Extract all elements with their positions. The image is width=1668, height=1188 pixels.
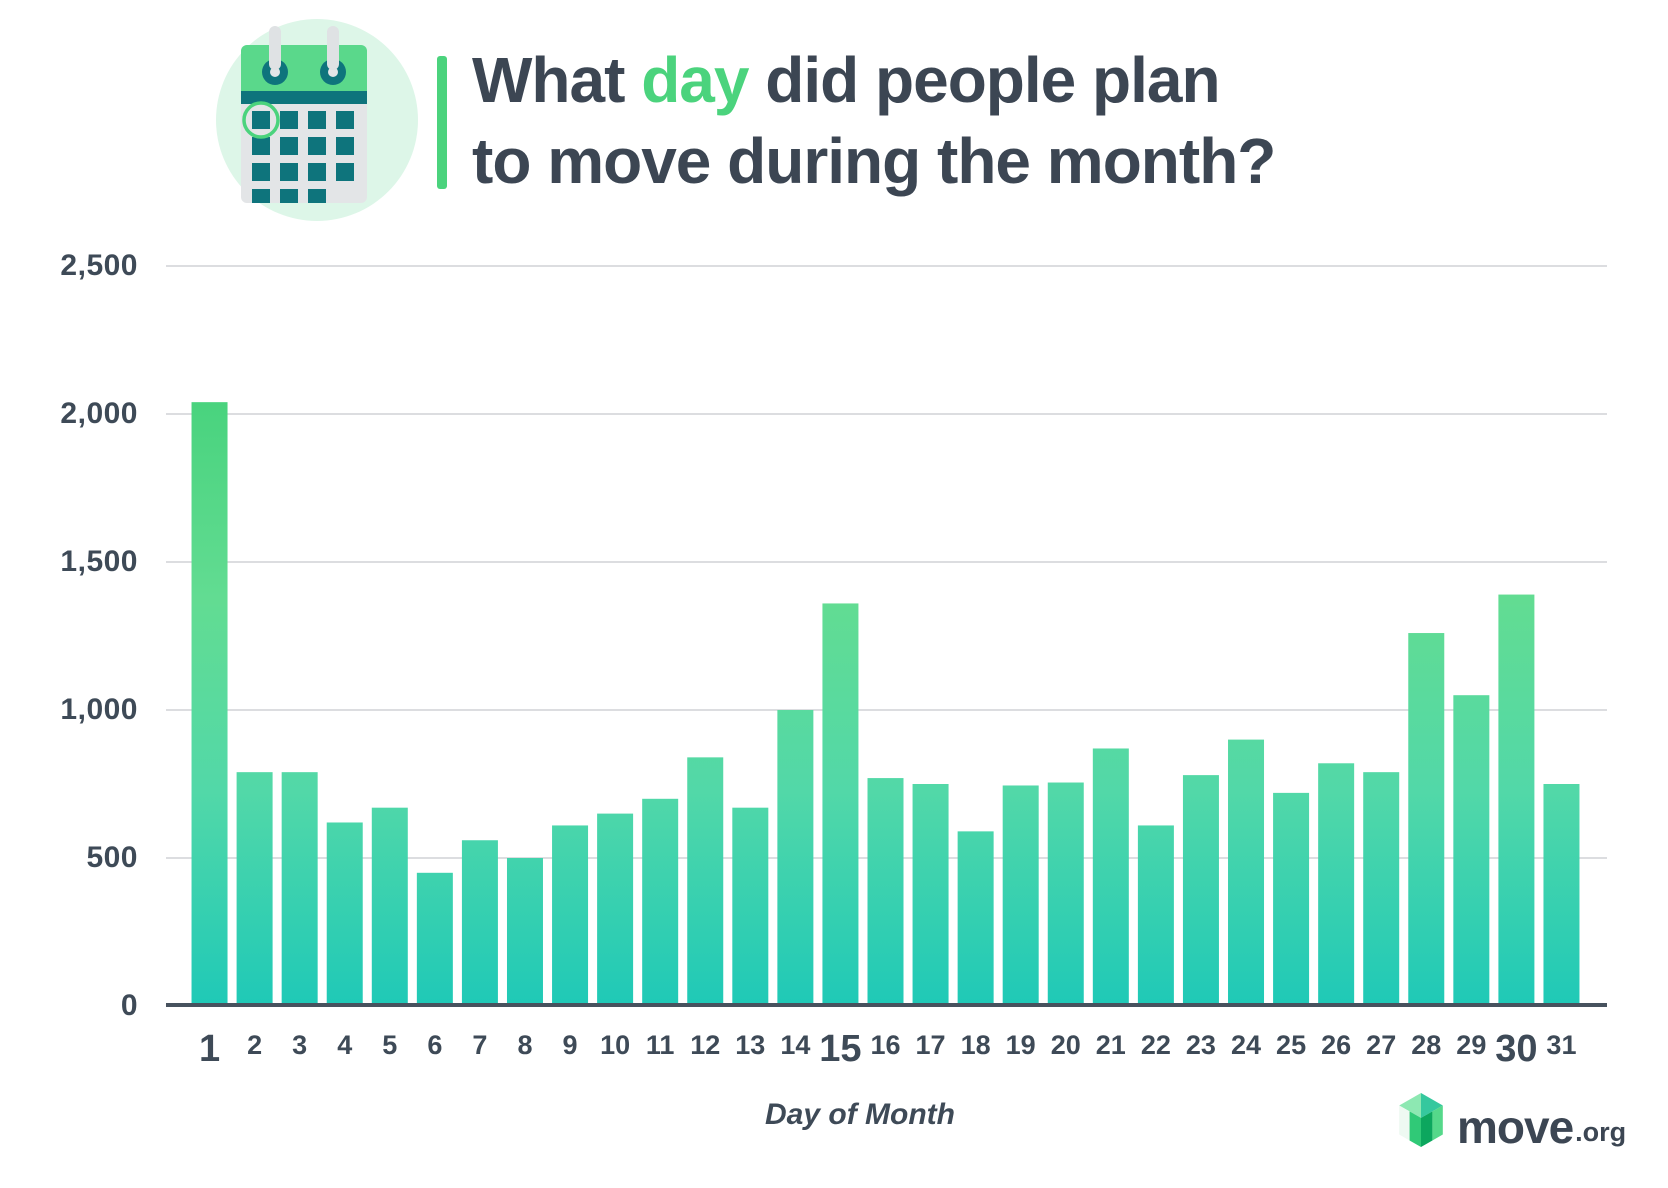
bar-day-25 [1273,792,1310,1006]
bar-day-13 [732,807,769,1006]
title-accent-bar [437,56,447,189]
x-tick-label-29: 29 [1456,1030,1487,1060]
x-tick-label-30: 30 [1495,1028,1538,1070]
bar-day-18 [957,831,994,1006]
bar-day-11 [642,798,679,1006]
y-tick-label: 2,500 [60,249,138,282]
x-tick-label-11: 11 [645,1030,675,1060]
x-tick-label-16: 16 [870,1030,901,1060]
x-tick-label-24: 24 [1230,1030,1262,1060]
bar-day-19 [1002,785,1039,1006]
x-tick-label-1: 1 [198,1028,221,1070]
page-title: What day did people plan to move during … [472,40,1472,202]
x-tick-label-13: 13 [735,1030,766,1060]
x-axis-title: Day of Month [765,1098,955,1131]
bar-day-7 [461,840,498,1006]
x-tick-label-20: 20 [1050,1030,1081,1060]
x-tick-label-23: 23 [1185,1030,1216,1060]
x-tick-label-8: 8 [517,1030,533,1060]
x-tick-label-31: 31 [1546,1030,1577,1060]
y-tick-label: 0 [120,989,138,1022]
bar-day-29 [1453,695,1490,1006]
x-axis-line [166,1003,1607,1007]
x-tick-label-19: 19 [1005,1030,1036,1060]
bar-day-26 [1318,763,1355,1006]
x-tick-label-12: 12 [690,1030,721,1060]
bar-day-1 [191,402,228,1006]
x-tick-label-2: 2 [247,1030,263,1060]
x-tick-label-21: 21 [1095,1030,1126,1060]
y-tick-label: 2,000 [60,397,138,430]
title-line-1: What day did people plan [472,44,1221,116]
x-tick-label-5: 5 [382,1030,398,1060]
bar-day-21 [1092,748,1129,1006]
x-tick-label-15: 15 [819,1028,862,1070]
brand-suffix: .org [1575,1117,1627,1147]
bar-day-30 [1498,594,1535,1006]
x-tick-label-17: 17 [915,1030,946,1060]
y-tick-label: 500 [86,841,138,874]
bar-chart [191,402,1580,1006]
box-icon [1399,1093,1443,1147]
bar-day-17 [912,784,949,1006]
bar-day-23 [1182,775,1219,1006]
bar-day-24 [1228,739,1265,1006]
x-tick-label-3: 3 [292,1030,308,1060]
bar-day-9 [552,825,589,1006]
bar-day-20 [1047,782,1084,1006]
y-tick-label: 1,000 [60,693,138,726]
bar-day-4 [326,822,363,1006]
x-tick-label-22: 22 [1140,1030,1171,1060]
x-tick-label-28: 28 [1411,1030,1442,1060]
bar-day-14 [777,710,814,1006]
x-tick-label-27: 27 [1366,1030,1397,1060]
bar-day-2 [236,772,273,1006]
x-tick-label-7: 7 [472,1030,488,1060]
x-tick-label-6: 6 [427,1030,443,1060]
bar-day-31 [1543,784,1580,1006]
brand-name: move [1457,1101,1574,1153]
bar-day-27 [1363,772,1400,1006]
x-tick-label-26: 26 [1321,1030,1352,1060]
x-tick-label-10: 10 [600,1030,631,1060]
gridline-1,500 [166,561,1607,563]
bar-day-8 [506,858,543,1006]
bar-day-5 [371,807,408,1006]
x-tick-label-9: 9 [562,1030,578,1060]
gridline-2,500 [166,265,1607,267]
title-highlight: day [641,44,749,116]
x-tick-label-4: 4 [337,1030,353,1060]
brand-logo: move .org [1399,1093,1627,1153]
bar-day-6 [416,872,453,1006]
bar-day-10 [597,813,634,1006]
title-line-2: to move during the month? [472,125,1276,197]
bar-day-3 [281,772,318,1006]
x-tick-label-18: 18 [960,1030,991,1060]
gridline-2,000 [166,413,1607,415]
y-tick-label: 1,500 [60,545,138,578]
bar-day-12 [687,757,724,1006]
gridline-1,000 [166,709,1607,711]
bar-day-28 [1408,633,1445,1006]
bar-day-22 [1137,825,1174,1006]
bar-day-15 [822,603,859,1006]
bar-day-16 [867,778,904,1006]
calendar-icon [216,19,418,221]
x-tick-label-25: 25 [1276,1030,1307,1060]
x-tick-label-14: 14 [780,1030,811,1060]
